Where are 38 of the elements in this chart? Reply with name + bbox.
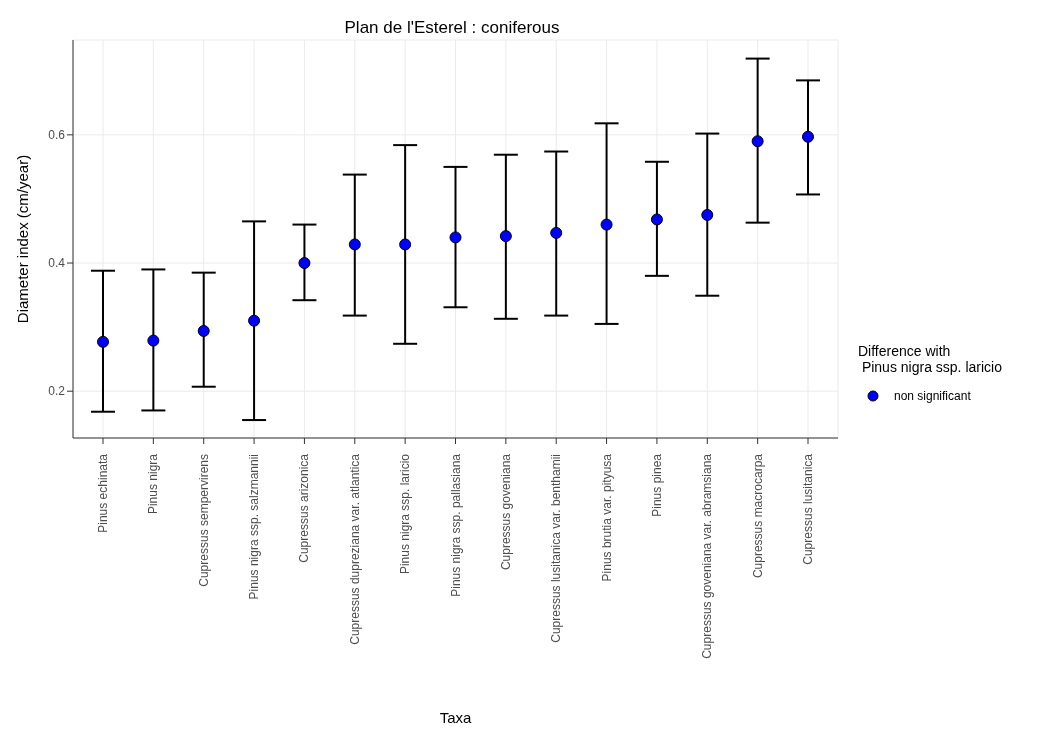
x-tick-label: Cupressus dupreziana var. atlantica xyxy=(347,453,362,645)
x-tick-label: Pinus echinata xyxy=(96,453,110,533)
x-tick-label: Pinus nigra ssp. salzmannii xyxy=(247,454,262,600)
point xyxy=(751,135,764,148)
chart-title: Plan de l'Esterel : coniferous xyxy=(343,18,561,38)
x-tick-label: Cupressus goveniana xyxy=(498,453,513,571)
point xyxy=(802,130,814,143)
point xyxy=(298,257,311,270)
x-tick-label: Cupressus macrocarpa xyxy=(750,453,765,579)
point xyxy=(147,334,160,347)
x-tick-label: Cupressus lusitanica xyxy=(801,453,815,565)
point xyxy=(97,335,109,348)
x-tick-label: Cupressus goveniana var. abramsiana xyxy=(700,453,715,659)
legend-label: non significant xyxy=(894,389,971,403)
x-tick-label: Pinus brutia var. pityusa xyxy=(599,453,614,582)
x-tick-label: Pinus pinea xyxy=(649,453,664,517)
x-tick-label: Cupressus sempervirens xyxy=(196,454,211,587)
point xyxy=(650,213,663,226)
point xyxy=(197,324,210,337)
point xyxy=(499,230,512,243)
point xyxy=(600,218,613,231)
point xyxy=(550,226,563,239)
x-tick-label: Cupressus lusitanica var. benthamii xyxy=(549,454,564,643)
y-tick-label: 0.4 xyxy=(48,256,66,271)
x-tick-label: Cupressus arizonica xyxy=(297,453,312,563)
x-axis-title: Taxa xyxy=(439,709,472,726)
x-tick-label: Pinus nigra xyxy=(146,453,161,515)
legend-title: Difference with Pinus nigra ssp. laricio xyxy=(858,343,1003,375)
y-tick-label: 0.2 xyxy=(48,384,66,399)
y-tick-label: 0.6 xyxy=(48,128,66,143)
point xyxy=(348,238,361,251)
y-axis-title: Diameter index (cm/year) xyxy=(14,154,32,324)
point xyxy=(399,238,412,251)
point xyxy=(701,208,714,221)
x-tick-label: Pinus nigra ssp. laricio xyxy=(398,453,413,575)
x-tick-label: Pinus nigra ssp. pallasiana xyxy=(448,453,463,597)
point xyxy=(449,231,462,244)
point xyxy=(248,314,261,327)
